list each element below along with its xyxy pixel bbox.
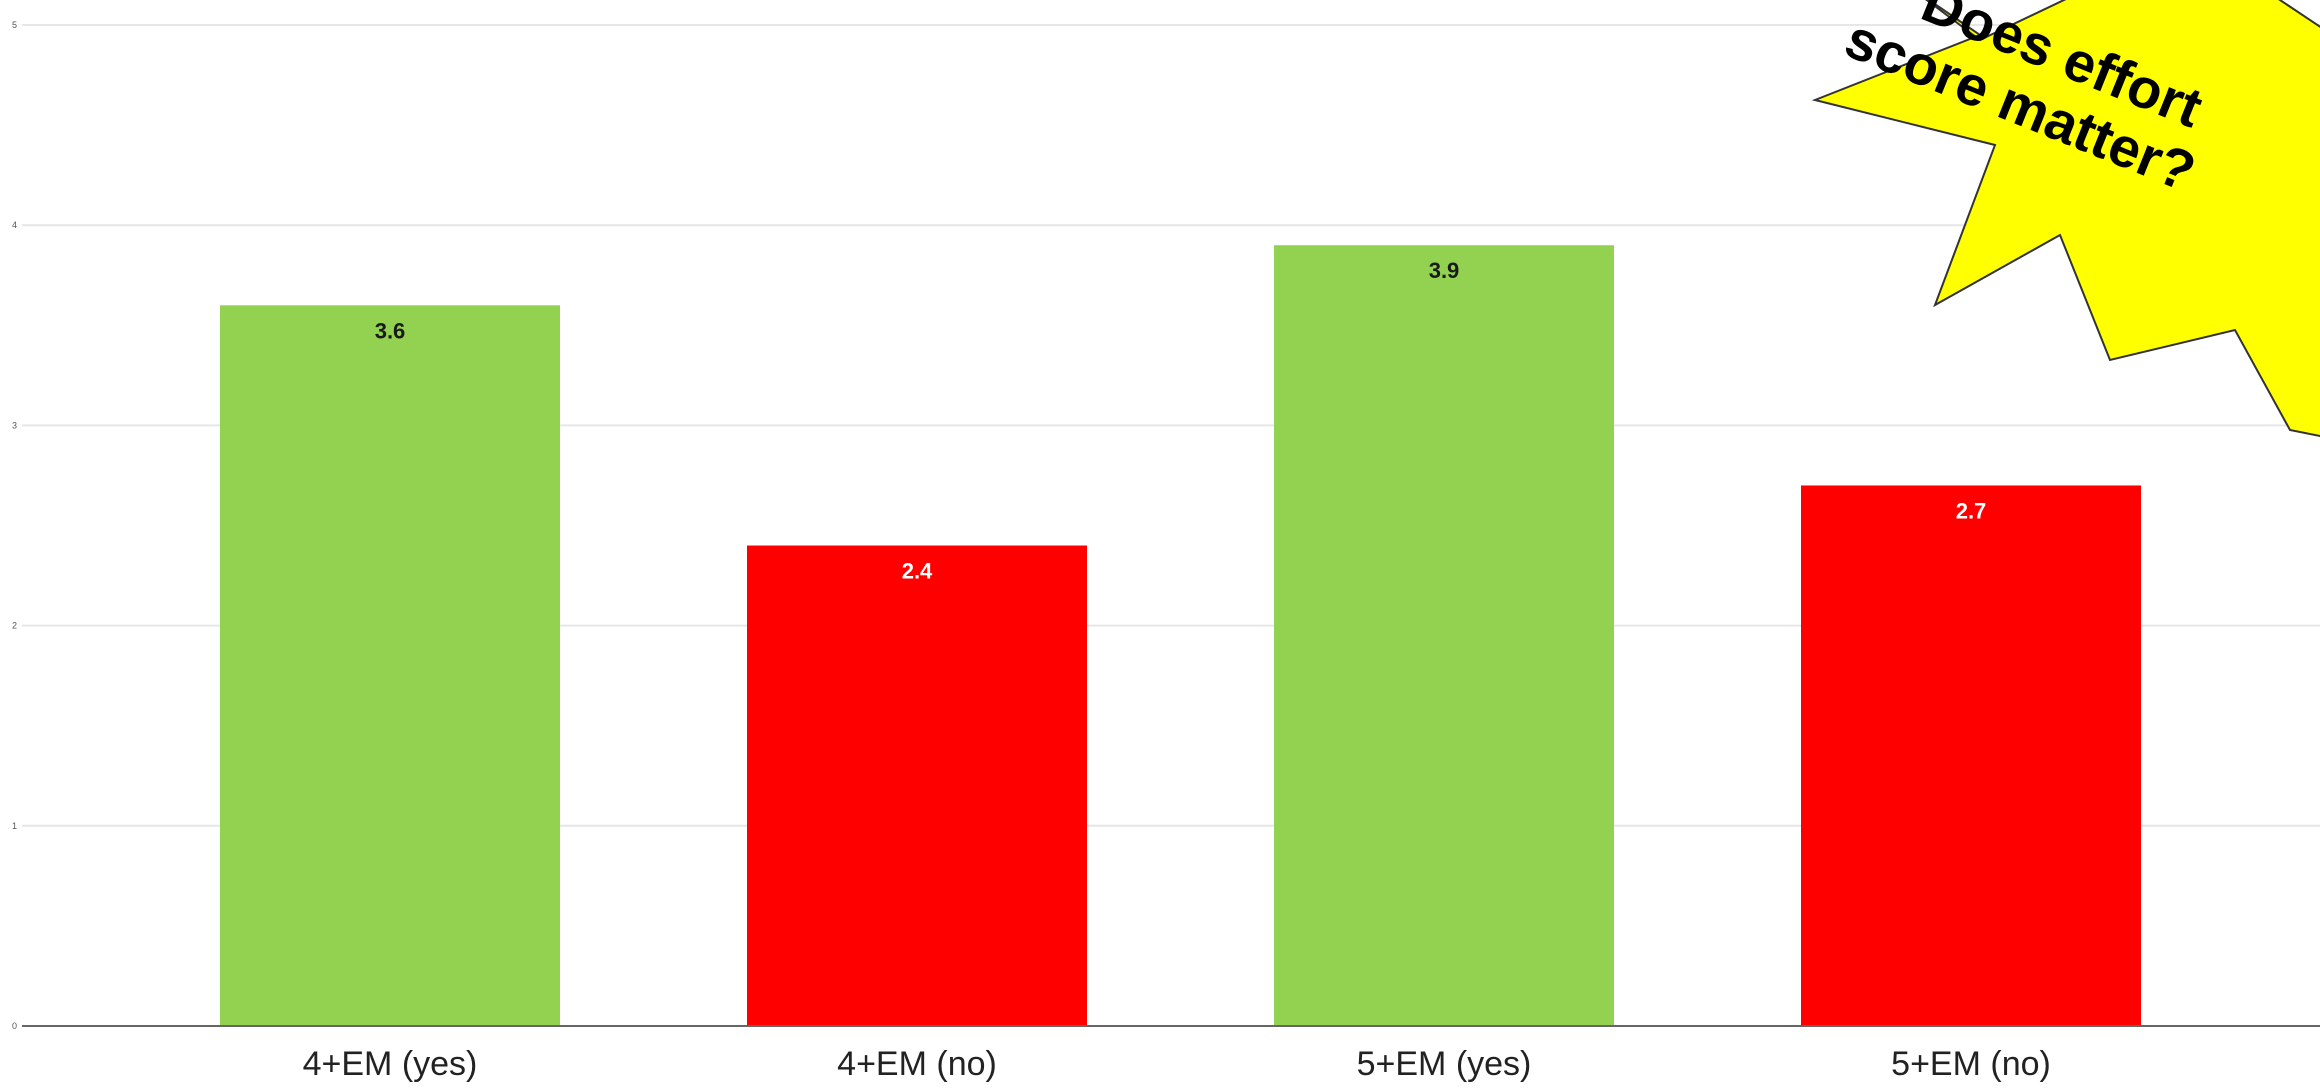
starburst-callout: Does effort score matter? bbox=[1811, 0, 2320, 438]
bar bbox=[1801, 485, 2141, 1027]
bar-value-label: 3.9 bbox=[1429, 258, 1460, 283]
starburst-shape bbox=[1811, 0, 2320, 438]
x-tick-label: 4+EM (yes) bbox=[303, 1045, 478, 1083]
x-tick-label: 4+EM (no) bbox=[837, 1045, 997, 1083]
x-tick-label: 5+EM (no) bbox=[1891, 1045, 2051, 1083]
x-axis-ticks: 4+EM (yes) 4+EM (no) 5+EM (yes) 5+EM (no) bbox=[303, 1045, 2051, 1083]
y-tick-label: 0 bbox=[12, 1021, 17, 1031]
bar bbox=[1274, 245, 1614, 1027]
bar bbox=[220, 305, 560, 1026]
x-tick-label: 5+EM (yes) bbox=[1357, 1045, 1532, 1083]
y-tick-label: 3 bbox=[12, 420, 17, 430]
bars: 3.6 2.4 3.9 2.7 bbox=[220, 245, 2141, 1027]
bar-value-label: 3.6 bbox=[375, 318, 406, 343]
y-tick-label: 2 bbox=[12, 621, 17, 631]
y-tick-label: 5 bbox=[12, 20, 17, 30]
y-tick-label: 4 bbox=[12, 220, 17, 230]
bar bbox=[747, 545, 1087, 1026]
y-axis-ticks: 0 1 2 3 4 5 bbox=[12, 20, 17, 1031]
y-tick-label: 1 bbox=[12, 821, 17, 831]
bar-value-label: 2.4 bbox=[902, 559, 933, 584]
bar-value-label: 2.7 bbox=[1956, 498, 1987, 523]
